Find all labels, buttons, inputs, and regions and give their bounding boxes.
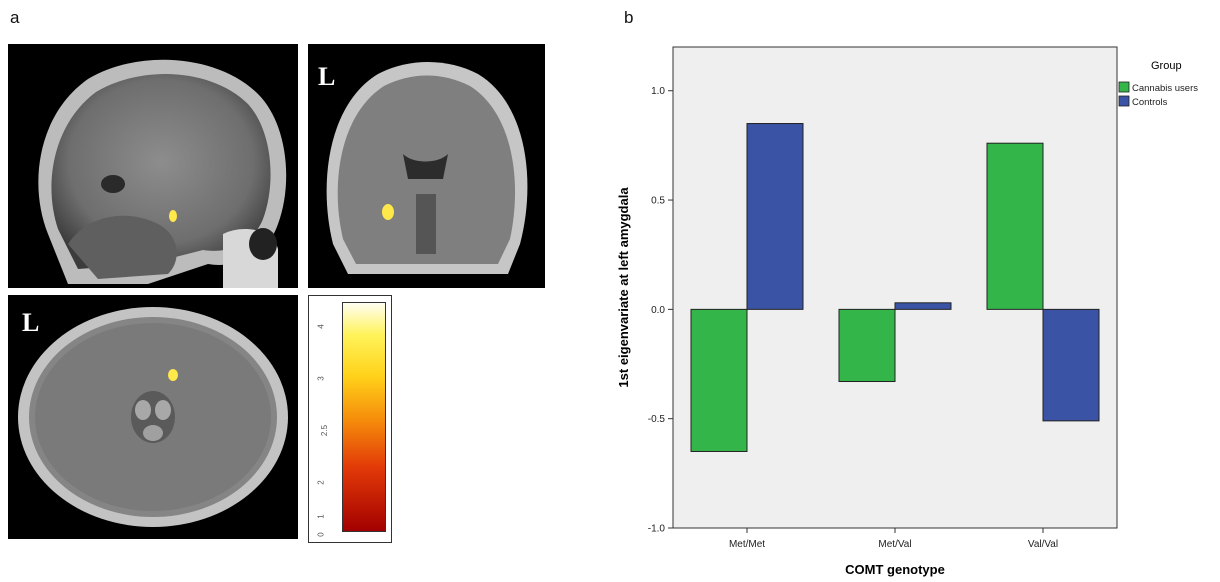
panel-a-label: a [10, 8, 20, 27]
y-tick-label: 0.5 [651, 196, 665, 207]
bar [986, 142, 1044, 310]
mri-axial-image [8, 295, 298, 539]
legend: Group Cannabis users Controls [1118, 60, 1198, 108]
legend-swatch [1118, 81, 1130, 93]
legend-swatch [1118, 95, 1130, 107]
x-tick-label: Met/Val [878, 539, 911, 550]
left-orientation-label: L [318, 62, 336, 91]
colorbar-tick: 1 [316, 514, 326, 519]
bar [1042, 308, 1100, 422]
bar-chart: 1.00.50.0-0.5-1.0 Met/Met Met/Val Val/Val … [616, 46, 1198, 577]
x-tick-label: Val/Val [1028, 539, 1058, 550]
colorbar: 4 3 2.5 2 1 0 [308, 295, 392, 543]
y-tick-label: -1.0 [648, 524, 666, 535]
colorbar-tick: 0 [316, 532, 326, 537]
mri-coronal-image [308, 44, 545, 288]
activation-blob [382, 204, 394, 220]
bar [746, 123, 804, 310]
colorbar-tick: 3 [316, 376, 326, 381]
colorbar-gradient [342, 302, 386, 532]
y-axis-label: 1st eigenvariate at left amygdala [616, 187, 631, 388]
colorbar-tick: 2 [316, 480, 326, 485]
y-tick-label: -0.5 [648, 414, 666, 425]
legend-label: Cannabis users [1132, 83, 1198, 94]
activation-blob [168, 369, 178, 381]
y-tick-label: 1.0 [651, 86, 665, 97]
bars [690, 123, 1100, 452]
legend-title: Group [1151, 60, 1182, 72]
left-orientation-label: L [22, 308, 40, 337]
activation-blob [169, 210, 177, 222]
y-axis: 1.0 0.5 0.0 -0.5 -1.0 [648, 86, 673, 535]
bar [894, 302, 952, 310]
plot-area [672, 46, 1118, 529]
colorbar-tick: 4 [316, 324, 326, 329]
x-axis-label: COMT genotype [845, 562, 945, 577]
panel-b-label: b [624, 8, 634, 27]
colorbar-tick: 2.5 [320, 424, 330, 437]
mri-sagittal-image [8, 44, 298, 288]
y-tick-label: 0.0 [651, 305, 665, 316]
bar [690, 308, 748, 452]
bar [838, 308, 896, 383]
x-tick-label: Met/Met [729, 539, 765, 550]
legend-label: Controls [1132, 97, 1168, 108]
x-axis: Met/Met Met/Val Val/Val [729, 528, 1058, 550]
